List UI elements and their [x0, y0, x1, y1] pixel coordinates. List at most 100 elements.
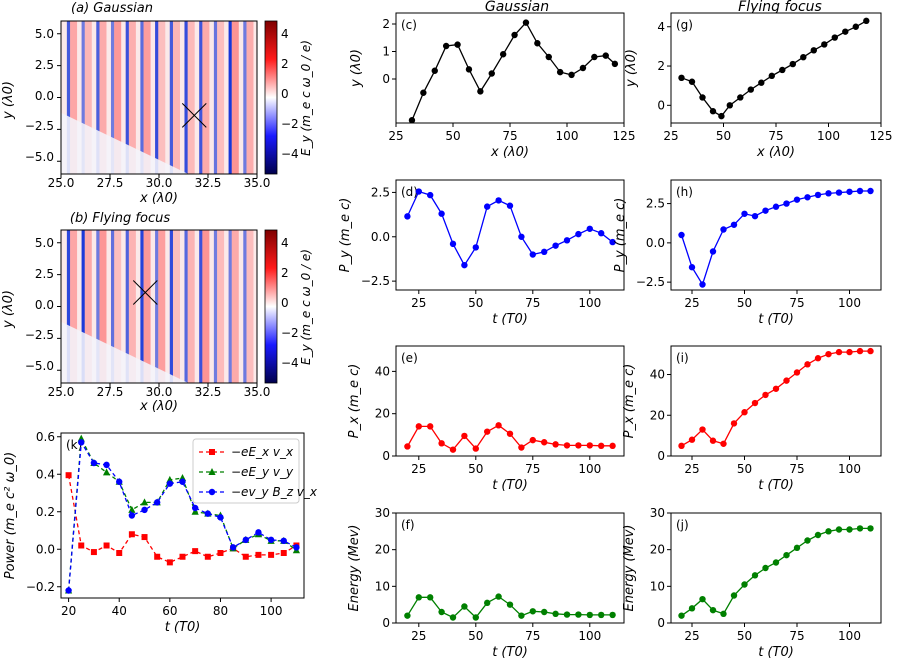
data-point	[128, 512, 136, 519]
y-tick-label: 20	[650, 543, 665, 557]
data-point	[867, 187, 874, 195]
colorbar-b: 4 2 0 −2 −4 E_y (m_e c ω_0 / e)	[264, 229, 313, 384]
y-tick-label: 0	[382, 72, 390, 86]
data-point	[140, 498, 149, 506]
data-point	[529, 608, 536, 615]
x-axis-label: t (T0)	[165, 620, 201, 635]
field-map-xtick: 30.0	[146, 385, 173, 399]
data-point	[488, 70, 495, 77]
data-point	[814, 355, 822, 362]
data-point	[545, 53, 552, 61]
x-tick-label: 100	[578, 629, 601, 643]
data-point	[90, 459, 98, 467]
data-point	[438, 440, 445, 447]
field-map-ytick: 2.5	[35, 58, 54, 72]
data-point	[449, 614, 457, 621]
colorbar-tick: 0	[281, 296, 289, 310]
data-point	[420, 89, 427, 96]
y-tick-label: 20	[650, 408, 665, 422]
data-point	[179, 478, 186, 485]
wavefront-negative	[66, 21, 71, 174]
data-point	[835, 189, 843, 196]
data-point	[204, 510, 212, 517]
data-point	[461, 261, 468, 269]
data-point	[529, 436, 536, 444]
data-point	[575, 230, 582, 238]
field-map-ylabel: y (λ0)	[1, 81, 16, 120]
data-point	[730, 420, 738, 427]
data-point	[609, 442, 616, 450]
legend-box	[192, 438, 300, 504]
y-tick-label: 0	[657, 449, 665, 463]
data-point	[78, 542, 85, 549]
wavefront-negative	[243, 230, 247, 383]
x-tick-label: 60	[162, 604, 177, 618]
colorbar-tick: −4	[281, 356, 299, 370]
data-point	[280, 550, 287, 556]
data-point	[484, 599, 491, 607]
wavefront-negative	[228, 230, 232, 383]
panel-h: 25 50 75 100 −2.5 0.0 2.5 (h) t (T0) P_y (m_e c)	[613, 179, 882, 327]
y-tick-label: −0.2	[26, 580, 55, 594]
data-point	[534, 40, 541, 47]
x-tick-label: 100	[556, 129, 579, 143]
data-point	[472, 445, 479, 452]
wavefront-positive	[84, 21, 92, 174]
data-point	[804, 361, 811, 368]
low-field-region	[61, 112, 189, 174]
panel-label: (i)	[676, 351, 689, 365]
data-point	[204, 553, 211, 560]
data-point	[718, 112, 725, 120]
low-field-region	[61, 321, 189, 383]
x-axis-label: t (T0)	[492, 478, 528, 493]
data-point	[103, 461, 110, 469]
data-point	[552, 441, 559, 448]
data-point	[804, 194, 811, 201]
x-tick-label: 25	[388, 129, 403, 143]
x-tick-label: 50	[468, 462, 483, 476]
wavefront-positive	[128, 230, 136, 383]
data-point	[541, 439, 548, 446]
wavefront-negative	[184, 21, 188, 174]
data-point	[65, 472, 72, 479]
data-point	[772, 203, 780, 210]
data-point	[192, 548, 199, 555]
data-point	[688, 78, 696, 85]
data-point	[472, 614, 479, 621]
data-point	[217, 550, 224, 556]
x-tick-label: 25	[411, 629, 426, 643]
data-point	[153, 499, 161, 506]
legend-label: −eE_y v_y	[231, 465, 294, 479]
wavefront-negative	[140, 230, 144, 383]
data-point	[678, 74, 685, 82]
y-tick-label: 0.6	[36, 430, 55, 444]
data-point	[835, 348, 843, 356]
field-map-title: (a) Gaussian	[71, 1, 153, 16]
x-axis-label: t (T0)	[492, 645, 528, 658]
data-point	[65, 587, 72, 594]
field-map-ytick: 5.0	[35, 236, 54, 250]
wavefront-positive	[202, 21, 210, 174]
colorbar-label: E_y (m_e c ω_0 / e)	[299, 249, 313, 365]
data-point	[518, 444, 525, 451]
data-point	[90, 549, 97, 556]
x-tick-label: 75	[525, 462, 540, 476]
data-point	[598, 611, 605, 619]
data-point	[408, 117, 416, 124]
x-tick-label: 25	[411, 462, 426, 476]
data-point	[842, 28, 849, 35]
x-axis-label: t (T0)	[758, 312, 794, 327]
data-point	[852, 23, 859, 30]
data-point	[141, 506, 148, 514]
data-point	[741, 581, 748, 588]
field-map-title: (b) Flying focus	[70, 211, 170, 226]
data-point	[814, 531, 822, 539]
colorbar-tick: 4	[281, 236, 289, 250]
data-point	[563, 237, 571, 244]
wavefront-negative	[81, 21, 85, 174]
plot-frame	[395, 179, 625, 291]
wavefront-positive	[217, 230, 225, 383]
wavefront-negative	[228, 21, 232, 174]
x-tick-label: 100	[578, 296, 601, 310]
